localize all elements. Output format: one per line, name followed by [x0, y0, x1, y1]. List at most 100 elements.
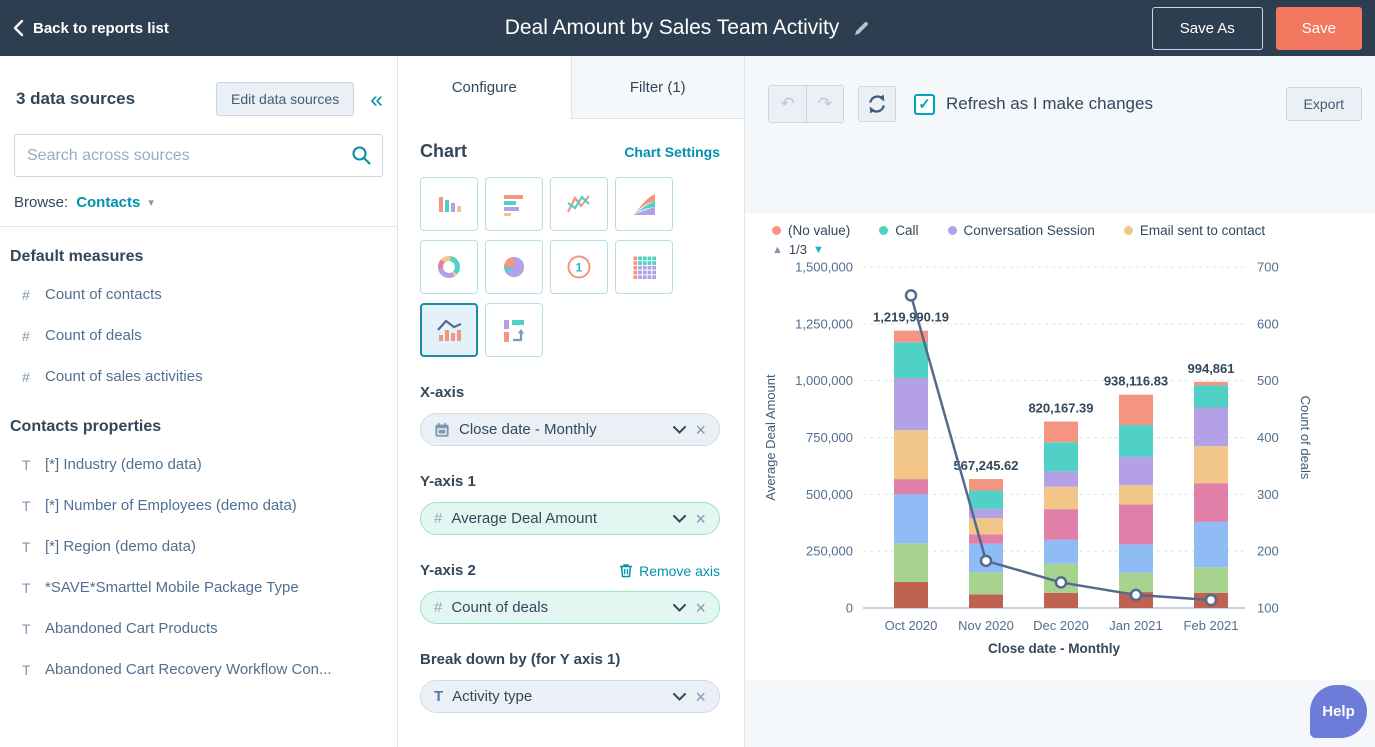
hash-icon: # [434, 510, 443, 527]
remove-field-icon[interactable]: × [695, 419, 706, 440]
chart-card: (No value) Call Conversation Session Email … [745, 213, 1375, 680]
y-axis-2-value: Count of deals [451, 599, 549, 616]
chevron-down-icon: ▾ [148, 197, 154, 209]
x-axis-value: Close date - Monthly [459, 421, 597, 438]
chart-type-pie-button[interactable] [485, 240, 543, 294]
svg-text:Feb 2021: Feb 2021 [1184, 618, 1239, 633]
redo-button[interactable]: ↷ [806, 86, 843, 122]
sidebar-property-item[interactable]: # Count of contacts [0, 274, 397, 315]
svg-text:Close date - Monthly: Close date - Monthly [988, 641, 1120, 656]
text-property-icon: T [22, 456, 31, 473]
undo-icon: ↶ [780, 94, 795, 113]
sidebar-property-item[interactable]: T Abandoned Cart Products [0, 608, 397, 649]
remove-field-icon[interactable]: × [695, 597, 706, 618]
chart-settings-link[interactable]: Chart Settings [624, 144, 720, 160]
undo-button[interactable]: ↶ [769, 86, 806, 122]
chart-type-horizontal-bar-button[interactable] [485, 177, 543, 231]
y-axis-2-select[interactable]: # Count of deals × [420, 591, 720, 624]
sidebar-property-label: [*] Region (demo data) [45, 538, 196, 555]
edit-title-pencil-icon[interactable] [853, 20, 870, 37]
svg-text:0: 0 [846, 601, 853, 616]
x-axis-select[interactable]: Close date - Monthly × [420, 413, 720, 446]
sidebar-property-label: Abandoned Cart Products [45, 620, 218, 637]
browse-source-dropdown[interactable]: Contacts [76, 194, 141, 211]
sidebar-property-item[interactable]: T Abandoned Cart Recovery Workflow Con... [0, 649, 397, 690]
export-button[interactable]: Export [1285, 87, 1362, 121]
sidebar-property-item[interactable]: T *SAVE*Smarttel Mobile Package Type [0, 567, 397, 608]
sidebar-property-label: *SAVE*Smarttel Mobile Package Type [45, 579, 299, 596]
hash-icon: # [434, 599, 443, 616]
refresh-button[interactable] [858, 86, 896, 122]
svg-text:1,000,000: 1,000,000 [795, 373, 853, 388]
legend-item[interactable]: Email sent to contact [1123, 223, 1265, 238]
tab-filter[interactable]: Filter (1) [570, 56, 744, 119]
back-to-reports-link[interactable]: Back to reports list [13, 19, 169, 37]
text-property-icon: T [434, 688, 444, 705]
collapse-sidebar-icon[interactable]: « [370, 85, 383, 112]
tab-configure[interactable]: Configure [451, 79, 517, 96]
sidebar-property-item[interactable]: # Count of deals [0, 315, 397, 356]
chevron-down-icon[interactable] [673, 692, 687, 701]
area-chart-icon [633, 194, 655, 215]
search-input[interactable] [14, 134, 383, 177]
trash-icon [620, 564, 633, 578]
help-button[interactable]: Help [1310, 685, 1367, 738]
svg-text:500: 500 [1257, 373, 1279, 388]
breakdown-select[interactable]: T Activity type × [420, 680, 720, 713]
svg-text:200: 200 [1257, 544, 1279, 559]
combo-chart[interactable]: 1,500,000 700 1,250,000 600 1,000,000 500 750,… [745, 257, 1375, 677]
legend-page-up-icon[interactable]: ▲ [772, 243, 783, 256]
save-button[interactable]: Save [1275, 6, 1362, 50]
legend-item[interactable]: Call [879, 223, 919, 238]
sidebar-property-item[interactable]: T [*] Industry (demo data) [0, 444, 397, 485]
svg-text:Average Deal Amount: Average Deal Amount [763, 374, 778, 501]
chart-type-single-number-button[interactable]: 1 [550, 240, 608, 294]
back-label: Back to reports list [33, 19, 169, 37]
chart-type-line-button[interactable] [550, 177, 608, 231]
chart-type-column-button[interactable] [420, 177, 478, 231]
edit-data-sources-button[interactable]: Edit data sources [216, 82, 355, 116]
breakdown-value: Activity type [452, 688, 533, 705]
legend-dot-icon [947, 226, 957, 235]
remove-field-icon[interactable]: × [695, 508, 706, 529]
legend-label: (No value) [788, 223, 851, 238]
svg-text:820,167.39: 820,167.39 [1028, 401, 1093, 416]
refresh-checkbox[interactable]: ✓ [914, 93, 935, 115]
chart-type-path-button[interactable] [485, 303, 543, 357]
sidebar-property-label: [*] Number of Employees (demo data) [45, 497, 297, 514]
top-navbar: Back to reports list Deal Amount by Sale… [0, 0, 1375, 56]
legend-item[interactable]: (No value) [772, 223, 850, 238]
legend-label: Conversation Session [963, 223, 1095, 238]
divider [0, 226, 397, 227]
x-axis-label: X-axis [420, 384, 465, 401]
svg-text:Nov 2020: Nov 2020 [958, 618, 1014, 633]
chart-type-pivot-grid-button[interactable] [615, 240, 673, 294]
line-chart-icon [567, 195, 590, 213]
y-axis-1-select[interactable]: # Average Deal Amount × [420, 502, 720, 535]
chart-type-donut-button[interactable] [420, 240, 478, 294]
svg-text:500,000: 500,000 [806, 487, 853, 502]
remove-axis-link[interactable]: Remove axis [619, 563, 720, 579]
sidebar-property-item[interactable]: # Count of sales activities [0, 356, 397, 397]
report-title[interactable]: Deal Amount by Sales Team Activity [504, 16, 840, 39]
chart-type-area-button[interactable] [615, 177, 673, 231]
chevron-down-icon[interactable] [673, 603, 687, 612]
svg-text:Dec 2020: Dec 2020 [1033, 618, 1089, 633]
hash-icon: # [22, 286, 30, 303]
data-sources-count-heading: 3 data sources [16, 89, 136, 108]
svg-text:1,219,990.19: 1,219,990.19 [873, 310, 949, 325]
sidebar-section-heading: Default measures [10, 248, 144, 265]
legend-label: Call [895, 223, 919, 238]
chevron-down-icon[interactable] [673, 425, 687, 434]
sidebar-property-item[interactable]: T [*] Region (demo data) [0, 526, 397, 567]
sidebar-property-item[interactable]: T [*] Number of Employees (demo data) [0, 485, 397, 526]
chevron-down-icon[interactable] [673, 514, 687, 523]
remove-field-icon[interactable]: × [695, 686, 706, 707]
save-as-button[interactable]: Save As [1151, 6, 1263, 50]
legend-item[interactable]: Conversation Session [947, 223, 1095, 238]
chart-type-combo-button[interactable] [420, 303, 478, 357]
data-sources-sidebar: 3 data sources Edit data sources « Brows… [0, 56, 398, 747]
legend-page-down-icon[interactable]: ▼ [812, 243, 824, 256]
svg-text:938,116.83: 938,116.83 [1104, 374, 1168, 389]
svg-text:1,250,000: 1,250,000 [795, 316, 853, 331]
